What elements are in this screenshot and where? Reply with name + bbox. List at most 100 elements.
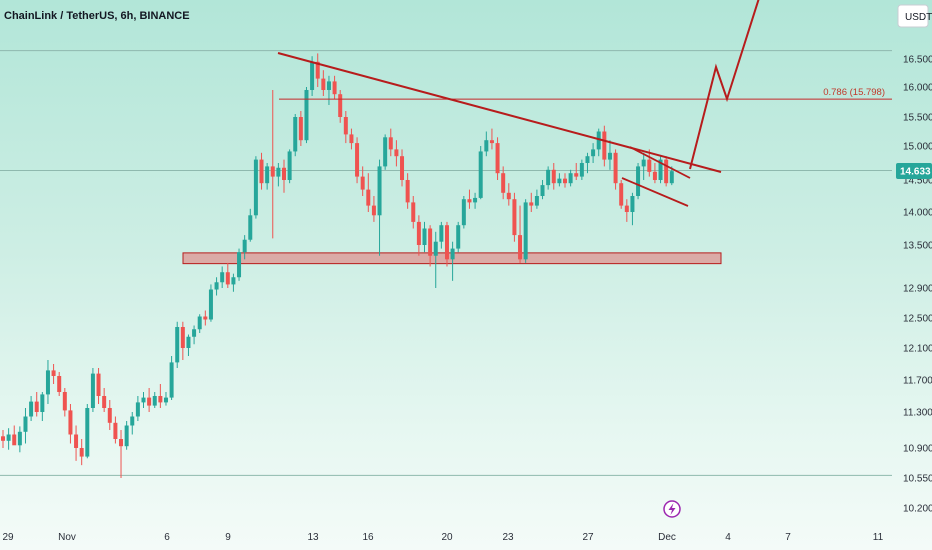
- price-tick-label: 12.100: [903, 344, 932, 355]
- candle-body: [197, 316, 202, 330]
- candle-body: [186, 336, 191, 348]
- candle-body: [450, 248, 455, 260]
- candle-body: [45, 370, 50, 395]
- price-tick-label: 11.300: [903, 408, 932, 419]
- candle-body: [270, 166, 275, 177]
- candle-body: [12, 434, 17, 446]
- candle-body: [383, 137, 388, 167]
- price-tick-label: 12.500: [903, 314, 932, 325]
- candle-body: [658, 159, 663, 180]
- flag-upper-line[interactable]: [629, 146, 691, 179]
- candle-body: [602, 131, 607, 160]
- candle-body: [400, 156, 405, 180]
- price-tick-label: 10.550: [903, 474, 932, 485]
- candle-body: [74, 434, 79, 448]
- flag-lower-line[interactable]: [621, 177, 689, 207]
- candle-body: [68, 410, 73, 435]
- candle-body: [394, 149, 399, 157]
- candle-body: [495, 143, 500, 174]
- candle-body: [546, 169, 551, 186]
- candle-body: [574, 173, 579, 177]
- candle-body: [652, 171, 657, 180]
- projection-path[interactable]: [689, 0, 760, 170]
- candle-body: [96, 373, 101, 396]
- candle-body: [147, 397, 152, 406]
- price-tick-label: 14.500: [903, 176, 932, 187]
- candle-body: [377, 166, 382, 216]
- candle-body: [107, 408, 112, 423]
- candle-body: [90, 373, 95, 408]
- candle-body: [540, 185, 545, 196]
- currency-badge[interactable]: [897, 4, 929, 28]
- candle-body: [152, 396, 157, 406]
- time-tick-label: 13: [307, 532, 319, 543]
- candle-body: [208, 289, 213, 320]
- price-tick-label: 15.500: [903, 113, 932, 124]
- price-tick-label: 10.200: [903, 504, 932, 515]
- candle-body: [85, 408, 90, 457]
- candle-body: [310, 61, 315, 90]
- candle-body: [596, 131, 601, 150]
- candle-body: [287, 151, 292, 180]
- candle-body: [461, 199, 466, 226]
- lightning-icon[interactable]: [663, 500, 681, 518]
- price-tick-label: 11.700: [903, 376, 932, 387]
- candle-body: [489, 140, 494, 144]
- candle-body: [237, 252, 242, 278]
- candle-body: [29, 401, 34, 417]
- candle-body: [1, 436, 5, 441]
- candle-body: [512, 199, 517, 236]
- candle-body: [534, 196, 539, 206]
- candle-body: [315, 61, 320, 79]
- candle-body: [17, 431, 22, 446]
- candle-body: [585, 156, 590, 163]
- time-tick-label: 20: [441, 532, 453, 543]
- candle-body: [40, 394, 45, 412]
- candle-body: [158, 396, 163, 403]
- candle-body: [119, 439, 124, 447]
- candle-body: [51, 370, 56, 376]
- candle-body: [647, 159, 652, 172]
- candle-body: [630, 196, 635, 212]
- candle-body: [180, 327, 185, 348]
- price-tick-label: 14.000: [903, 208, 932, 219]
- time-tick-label: 6: [164, 532, 170, 543]
- time-axis[interactable]: 29 Nov 6 9 13 16 20 23 27 Dec 4 7 11: [2, 532, 883, 543]
- candle-body: [130, 416, 135, 426]
- candle-body: [444, 225, 449, 260]
- candle-body: [57, 376, 62, 392]
- price-tick-label: 10.900: [903, 444, 932, 455]
- price-tick-label: 16.500: [903, 55, 932, 66]
- price-tick-label: 12.900: [903, 284, 932, 295]
- current-price-value: 14.633: [900, 166, 931, 177]
- time-tick-label: Dec: [658, 532, 676, 543]
- candle-body: [220, 272, 225, 283]
- candle-body: [102, 396, 107, 408]
- candle-body: [439, 225, 444, 242]
- candle-body: [624, 205, 629, 212]
- candle-body: [433, 241, 438, 256]
- candle-body: [332, 81, 337, 95]
- candle-body: [551, 169, 556, 184]
- candle-body: [326, 81, 331, 90]
- candle-body: [664, 159, 669, 184]
- fib-level-label: 0.786 (15.798): [823, 87, 885, 98]
- candle-body: [579, 163, 584, 177]
- candle-body: [473, 197, 478, 203]
- price-tick-label: 15.000: [903, 142, 932, 153]
- price-axis[interactable]: 16.500 16.000 15.500 15.000 14.500 14.000 13.5…: [903, 55, 932, 515]
- candles-layer: [1, 53, 674, 478]
- symbol-title: ChainLink / TetherUS, 6h, BINANCE: [4, 10, 190, 22]
- candle-body: [293, 117, 298, 152]
- descending-trendline[interactable]: [277, 52, 722, 173]
- candle-body: [298, 117, 303, 141]
- candle-body: [113, 422, 118, 439]
- candle-body: [135, 402, 140, 417]
- time-tick-label: 11: [873, 532, 884, 543]
- candle-body: [248, 215, 253, 240]
- candle-body: [416, 221, 421, 245]
- candle-body: [501, 173, 506, 193]
- price-tick-label: 13.500: [903, 241, 932, 252]
